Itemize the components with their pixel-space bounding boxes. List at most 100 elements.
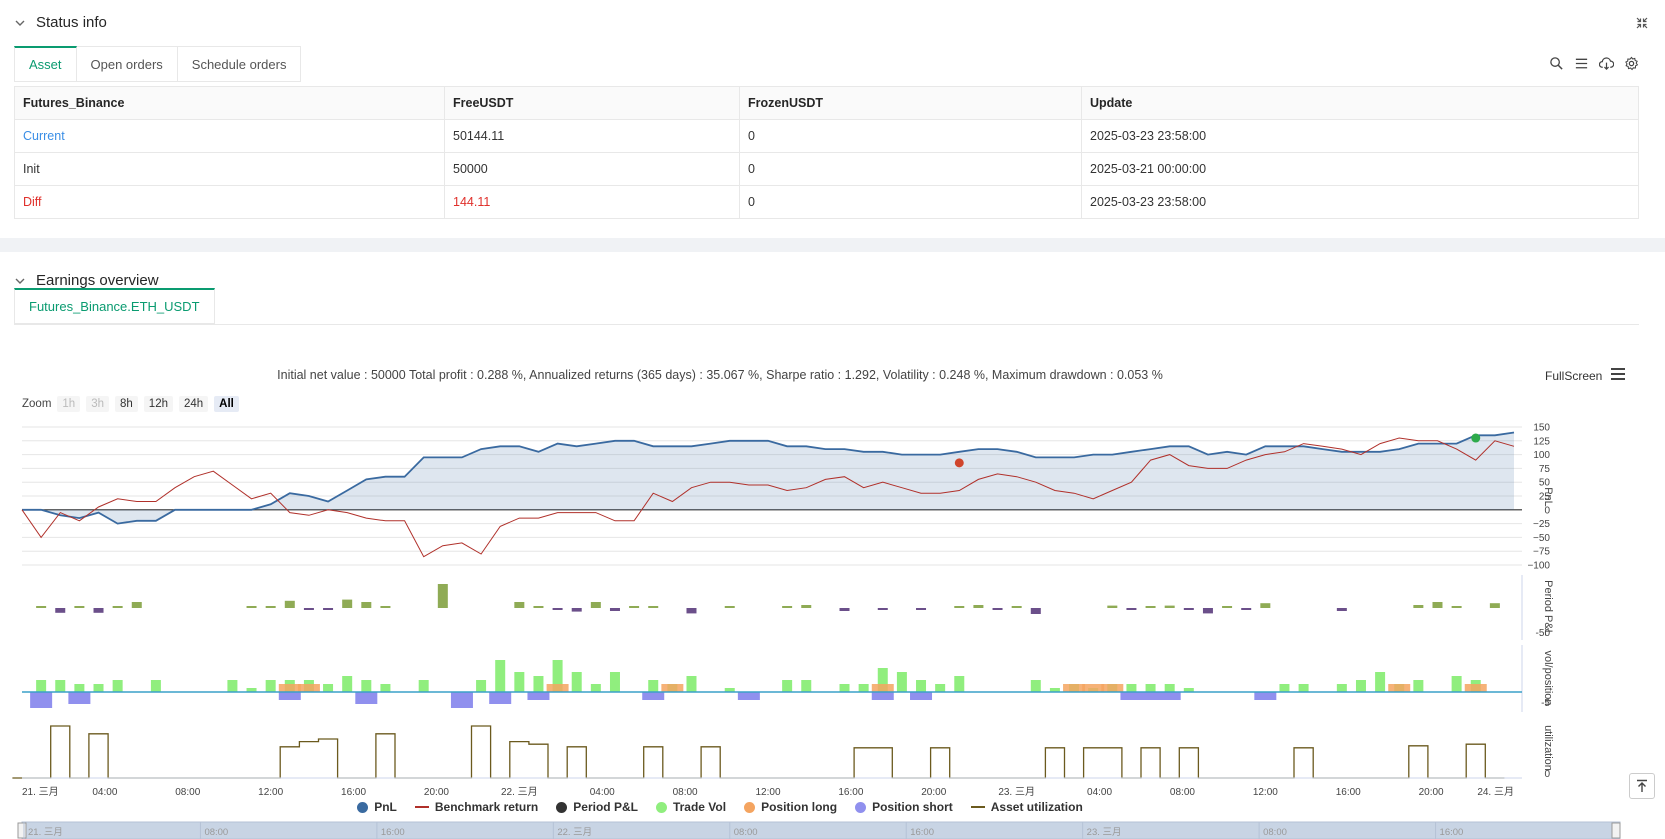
trade-vol-bar — [1375, 672, 1386, 692]
x-tick-label: 04:00 — [92, 787, 117, 798]
trade-vol-bar — [1126, 684, 1137, 692]
period-pnl-bar — [323, 608, 334, 610]
trade-vol-bar — [514, 672, 525, 692]
zoom-12h-button[interactable]: 12h — [143, 396, 173, 412]
position-short-bar — [642, 692, 665, 700]
period-pnl-bar — [514, 602, 525, 608]
period-pnl-bar — [1241, 608, 1252, 610]
compress-icon[interactable] — [1635, 16, 1649, 30]
tab-asset[interactable]: Asset — [14, 46, 77, 82]
status-info-header[interactable]: Status info — [14, 14, 107, 31]
navigator-tick-label: 08:00 — [734, 827, 758, 838]
position-long-bar — [661, 684, 684, 692]
tab-divider — [14, 324, 1639, 325]
period-pnl-bar — [361, 602, 372, 608]
period-pnl-bar — [74, 606, 85, 608]
legend-label: Benchmark return — [434, 800, 539, 814]
zoom-all-button[interactable]: All — [214, 396, 239, 412]
navigator-tick-label: 08:00 — [1263, 827, 1287, 838]
trade-vol-bar — [877, 668, 888, 692]
y-axis-title: Period P&L — [1542, 580, 1554, 636]
gear-icon[interactable] — [1624, 56, 1639, 71]
tab-eth-usdt[interactable]: Futures_Binance.ETH_USDT — [14, 288, 215, 324]
legend-swatch — [414, 806, 429, 808]
period-pnl-bar — [342, 599, 353, 608]
tab-open-orders[interactable]: Open orders — [76, 46, 178, 82]
y-axis-title: vol/position — [1542, 650, 1554, 705]
trade-vol-bar — [1298, 684, 1309, 692]
position-short-bar — [1139, 692, 1162, 700]
period-pnl-bar — [303, 608, 314, 610]
legend-position-short[interactable]: Position short — [855, 800, 953, 814]
zoom-8h-button[interactable]: 8h — [115, 396, 138, 412]
x-tick-label: 23. 三月 — [998, 786, 1035, 798]
legend-swatch — [970, 806, 985, 808]
period-pnl-bar — [1164, 605, 1175, 608]
navigator-tick-label: 16:00 — [381, 827, 405, 838]
position-short-bar — [1158, 692, 1181, 700]
column-header: Update — [1081, 86, 1639, 120]
legend-label: Asset utilization — [990, 800, 1083, 814]
trade-vol-bar — [590, 684, 601, 692]
row-label-current[interactable]: Current — [14, 119, 445, 153]
chevron-down-icon[interactable] — [14, 275, 26, 287]
position-short-bar — [1254, 692, 1277, 700]
zoom-24h-button[interactable]: 24h — [178, 396, 209, 412]
position-short-bar — [355, 692, 378, 704]
zoom-1h-button[interactable]: 1h — [57, 396, 81, 412]
table-cell: 144.11 — [444, 185, 740, 219]
period-pnl-bar — [1451, 606, 1462, 608]
y-tick-label: 0 — [1544, 505, 1550, 516]
earnings-header[interactable]: Earnings overview — [14, 272, 159, 289]
period-pnl-bar — [1489, 603, 1500, 608]
x-tick-label: 21. 三月 — [22, 786, 59, 798]
chevron-down-icon[interactable] — [14, 17, 26, 29]
y-tick-label: -5 — [1541, 698, 1550, 709]
period-pnl-bar — [801, 605, 812, 608]
position-long-bar — [297, 684, 320, 692]
period-pnl-bar — [93, 608, 104, 613]
trade-vol-bar — [782, 680, 793, 692]
legend-period-pnl[interactable]: Period P&L — [556, 800, 638, 814]
legend-position-long[interactable]: Position long — [744, 800, 837, 814]
trade-vol-bar — [227, 680, 238, 692]
legend-asset-utilization[interactable]: Asset utilization — [970, 800, 1083, 814]
x-tick-label: 22. 三月 — [501, 786, 538, 798]
cloud-download-icon[interactable] — [1599, 56, 1614, 71]
trade-vol-bar — [896, 672, 907, 692]
y-tick-label: 125 — [1533, 436, 1550, 447]
arrow-up-icon — [1637, 779, 1647, 792]
table-row: Init 50000 0 2025-03-21 00:00:00 — [14, 152, 1639, 186]
period-pnl-bar — [1336, 608, 1347, 611]
chart-legend: PnL Benchmark return Period P&L Trade Vo… — [0, 800, 1440, 814]
hamburger-menu-icon[interactable] — [1610, 367, 1626, 381]
search-icon[interactable] — [1549, 56, 1564, 71]
column-header: Futures_Binance — [14, 86, 445, 120]
x-tick-label: 04:00 — [1087, 787, 1112, 798]
benchmark-line — [21, 437, 1515, 558]
period-pnl-bar — [55, 608, 66, 613]
legend-swatch — [655, 801, 667, 813]
legend-pnl[interactable]: PnL — [357, 800, 397, 814]
zoom-3h-button[interactable]: 3h — [86, 396, 109, 412]
period-pnl-bar — [246, 606, 257, 608]
y-axis-title: PnL — [1542, 487, 1554, 507]
zoom-label: Zoom — [22, 398, 52, 410]
list-icon[interactable] — [1574, 56, 1589, 71]
fullscreen-button[interactable]: FullScreen — [1545, 369, 1603, 383]
trade-vol-bar — [1413, 680, 1424, 692]
trade-vol-bar — [361, 680, 372, 692]
period-pnl-bar — [1011, 606, 1022, 608]
y-tick-label: −75 — [1533, 547, 1550, 558]
trade-vol-bar — [533, 676, 544, 692]
trade-vol-bar — [686, 676, 697, 692]
tab-schedule-orders[interactable]: Schedule orders — [177, 46, 302, 82]
legend-benchmark[interactable]: Benchmark return — [414, 800, 539, 814]
period-pnl-bar — [590, 602, 601, 608]
trade-vol-bar — [1145, 684, 1156, 692]
navigator-tick-label: 16:00 — [910, 827, 934, 838]
scroll-to-top-button[interactable] — [1629, 773, 1655, 799]
position-short-bar — [450, 692, 473, 708]
legend-trade-vol[interactable]: Trade Vol — [655, 800, 726, 814]
